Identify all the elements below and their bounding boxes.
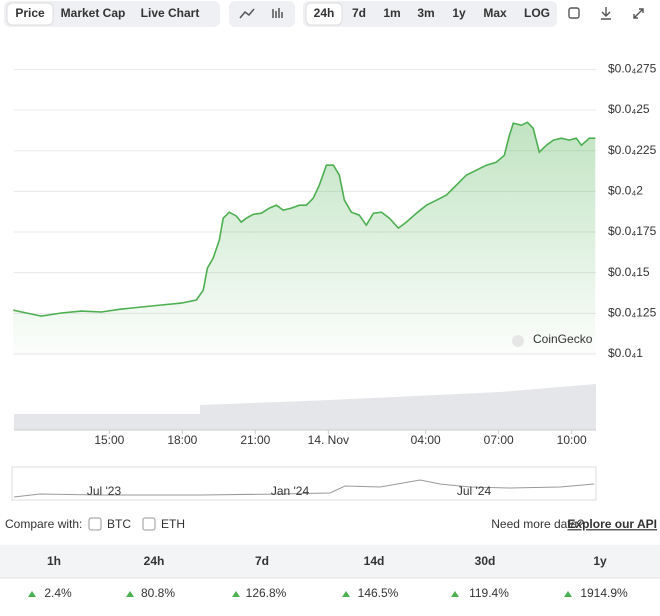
price-line	[13, 121, 596, 317]
volume-area	[14, 384, 596, 430]
table-cell: 146.5%	[358, 586, 399, 600]
table-header-cell: 14d	[364, 554, 385, 568]
range[interactable]: 7d	[352, 6, 366, 20]
plot: $0.0₄275 $0.0₄25 $0.0₄225 $0.0₄2 $0.0₄175 $0.…	[13, 62, 657, 447]
y-tick-label: $0.0₄15	[608, 265, 650, 279]
y-tick-label: $0.0₄2	[608, 184, 643, 198]
x-tick-label: 04:00	[411, 433, 441, 447]
table-header-cell: 1h	[47, 554, 61, 568]
checkbox[interactable]	[88, 517, 102, 531]
line-icon[interactable]	[239, 8, 255, 19]
table-cell: 2.4%	[44, 586, 72, 600]
table: 1h 24h 7d 14d 30d 1y 2.4% 80.8% 126.8% 146.5% 119.…	[28, 554, 628, 600]
up-arrow	[232, 591, 240, 597]
calendar-icon[interactable]	[568, 7, 580, 19]
range[interactable]: 1y	[452, 6, 466, 20]
navigator[interactable]	[11, 466, 597, 501]
range-active	[305, 2, 343, 26]
tab-active	[6, 2, 54, 26]
x-tick-label: 10:00	[557, 433, 587, 447]
tab[interactable]: Live Chart	[141, 6, 200, 20]
range[interactable]: 24h	[314, 6, 335, 20]
up-arrow	[342, 591, 350, 597]
range[interactable]: Max	[483, 6, 507, 20]
table-header-cell: 24h	[144, 554, 165, 568]
table-cell: 119.4%	[469, 586, 509, 600]
y-tick-label: $0.0₄225	[608, 143, 657, 157]
watermark-logo	[512, 335, 524, 347]
range[interactable]: 3m	[417, 6, 434, 20]
checkbox[interactable]	[142, 517, 156, 531]
up-arrow	[28, 591, 36, 597]
y-tick-label: $0.0₄175	[608, 224, 657, 238]
price-area	[13, 122, 596, 354]
x-tick-label: 18:00	[167, 433, 197, 447]
table-cell: 126.8%	[246, 586, 287, 600]
navigator-line	[13, 479, 595, 498]
compare-option[interactable]: ETH	[161, 517, 185, 531]
x-tick-label: 07:00	[484, 433, 514, 447]
x-tick-label: 14. Nov	[308, 433, 349, 447]
y-tick-label: $0.0₄275	[608, 62, 657, 76]
table-header-cell: 7d	[255, 554, 269, 568]
range[interactable]: 1m	[383, 6, 400, 20]
tab[interactable]: Price	[15, 6, 45, 20]
x-tick-label: 15:00	[94, 433, 124, 447]
table-cell: 80.8%	[141, 586, 175, 600]
range-group	[303, 1, 557, 27]
candle-icon[interactable]	[272, 8, 283, 18]
table-header-cell: 1y	[593, 554, 607, 568]
y-tick-label: $0.0₄125	[608, 306, 657, 320]
y-tick-label: $0.0₄25	[608, 102, 650, 116]
up-arrow	[126, 591, 134, 597]
up-arrow	[451, 591, 459, 597]
compare-option[interactable]: BTC	[107, 517, 131, 531]
fullscreen-icon[interactable]	[633, 8, 644, 19]
api-link[interactable]: Explore our API	[567, 517, 657, 531]
x-tick-label: 21:00	[240, 433, 270, 447]
range[interactable]: LOG	[524, 6, 550, 20]
navigator-label: Jul '23	[87, 484, 122, 498]
table-header	[0, 545, 660, 578]
navigator-label: Jul '24	[457, 484, 492, 498]
tab-group	[4, 1, 220, 27]
table-cell: 1914.9%	[580, 586, 628, 600]
up-arrow	[564, 591, 572, 597]
navigator-label: Jan '24	[271, 484, 310, 498]
table-header-cell: 30d	[475, 554, 496, 568]
compare-label: Compare with:	[5, 517, 82, 531]
watermark: CoinGecko	[533, 332, 593, 346]
view-group	[229, 1, 295, 27]
y-tick-label: $0.0₄1	[608, 346, 643, 360]
note: Need more data?	[491, 517, 584, 531]
tab[interactable]: Market Cap	[61, 6, 126, 20]
download-icon[interactable]	[601, 7, 611, 20]
